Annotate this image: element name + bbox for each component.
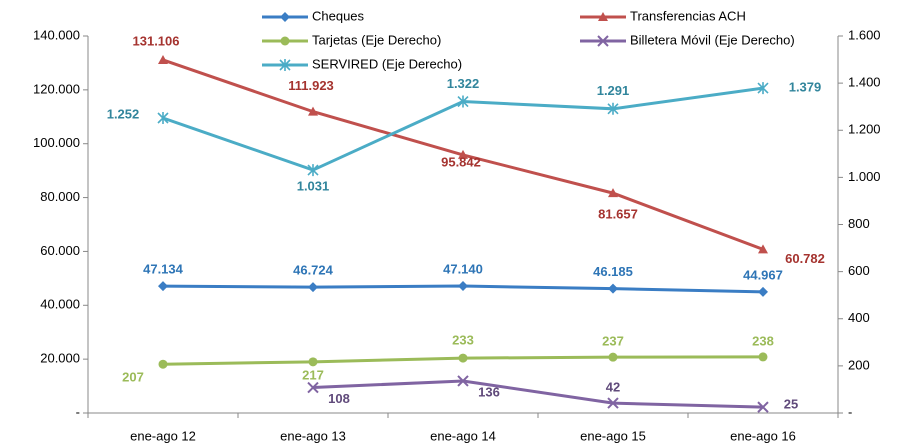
legend-label: SERVIRED (Eje Derecho) (312, 56, 462, 71)
data-point (457, 375, 469, 387)
y-tick-label: 120.000 (33, 81, 80, 96)
data-point (307, 164, 319, 177)
legend-marker (598, 12, 608, 21)
legend-marker (279, 59, 291, 71)
data-label: 42 (606, 380, 620, 395)
legend-marker (280, 12, 290, 22)
data-point (757, 82, 769, 95)
data-label: 1.379 (789, 80, 822, 95)
data-label: 46.724 (293, 263, 334, 278)
data-point (757, 401, 769, 413)
y-tick-label: - (76, 404, 80, 419)
legend-label: Tarjetas (Eje Derecho) (312, 32, 441, 47)
y-tick-label: 40.000 (40, 297, 80, 312)
legend-label: Billetera Móvil (Eje Derecho) (630, 32, 795, 47)
y2-tick-label: - (848, 404, 852, 419)
y2-tick-label: 800 (848, 216, 870, 231)
data-point (307, 381, 319, 394)
data-point (758, 244, 768, 254)
legend-label: Transferencias ACH (630, 8, 746, 23)
y-tick-label: 100.000 (33, 135, 80, 150)
data-label: 111.923 (288, 78, 334, 93)
data-label: 131.106 (133, 33, 180, 48)
data-label: 47.140 (443, 261, 483, 276)
data-point (458, 281, 468, 292)
x-tick-label: ene-ago 16 (730, 428, 796, 443)
data-point (608, 188, 618, 198)
data-point (758, 352, 768, 362)
data-label: 95.842 (441, 154, 481, 169)
data-label: 233 (452, 333, 474, 348)
data-label: 237 (602, 334, 624, 349)
data-point (308, 357, 318, 367)
data-point (458, 149, 468, 159)
y-tick-label: 20.000 (40, 351, 80, 366)
y-tick-label: 140.000 (33, 27, 80, 42)
x-tick-label: ene-ago 14 (430, 428, 496, 443)
x-tick-label: ene-ago 15 (580, 428, 646, 443)
data-label: 1.031 (297, 179, 330, 194)
y-tick-label: 60.000 (40, 243, 80, 258)
y2-tick-label: 1.600 (848, 27, 881, 42)
legend-label: Cheques (312, 8, 365, 23)
data-point (308, 282, 318, 293)
data-point (308, 106, 318, 116)
y2-tick-label: 200 (848, 357, 870, 372)
data-point (158, 54, 168, 64)
data-point (607, 397, 619, 409)
data-point (607, 102, 619, 115)
x-tick-label: ene-ago 13 (280, 428, 346, 443)
y2-tick-label: 1.400 (848, 75, 881, 90)
series-line (312, 379, 764, 409)
x-tick-label: ene-ago 12 (130, 428, 196, 443)
data-point (158, 359, 168, 369)
data-point (608, 352, 618, 362)
data-label: 1.322 (447, 76, 480, 91)
data-label: 108 (328, 391, 350, 406)
data-point (158, 281, 168, 292)
data-label: 46.185 (593, 264, 633, 279)
y2-tick-label: 400 (848, 310, 870, 325)
y-tick-label: 80.000 (40, 189, 80, 204)
data-label: 207 (122, 370, 144, 385)
data-label: 238 (752, 333, 774, 348)
data-label: 25 (784, 397, 798, 412)
y2-tick-label: 1.000 (848, 169, 881, 184)
data-point (157, 111, 169, 124)
data-label: 1.291 (597, 83, 630, 98)
legend-marker (597, 35, 609, 47)
data-point (457, 95, 469, 108)
data-label: 47.134 (143, 262, 184, 277)
legend-marker (280, 36, 290, 46)
data-label: 44.967 (743, 267, 783, 282)
data-point (608, 283, 618, 294)
data-label: 81.657 (598, 207, 638, 222)
y2-tick-label: 1.200 (848, 122, 881, 137)
y2-tick-label: 600 (848, 263, 870, 278)
data-label: 136 (478, 384, 500, 399)
data-label: 217 (302, 367, 324, 382)
data-label: 1.252 (107, 106, 140, 121)
data-point (758, 286, 768, 297)
data-point (458, 353, 468, 363)
data-label: 60.782 (785, 251, 825, 266)
